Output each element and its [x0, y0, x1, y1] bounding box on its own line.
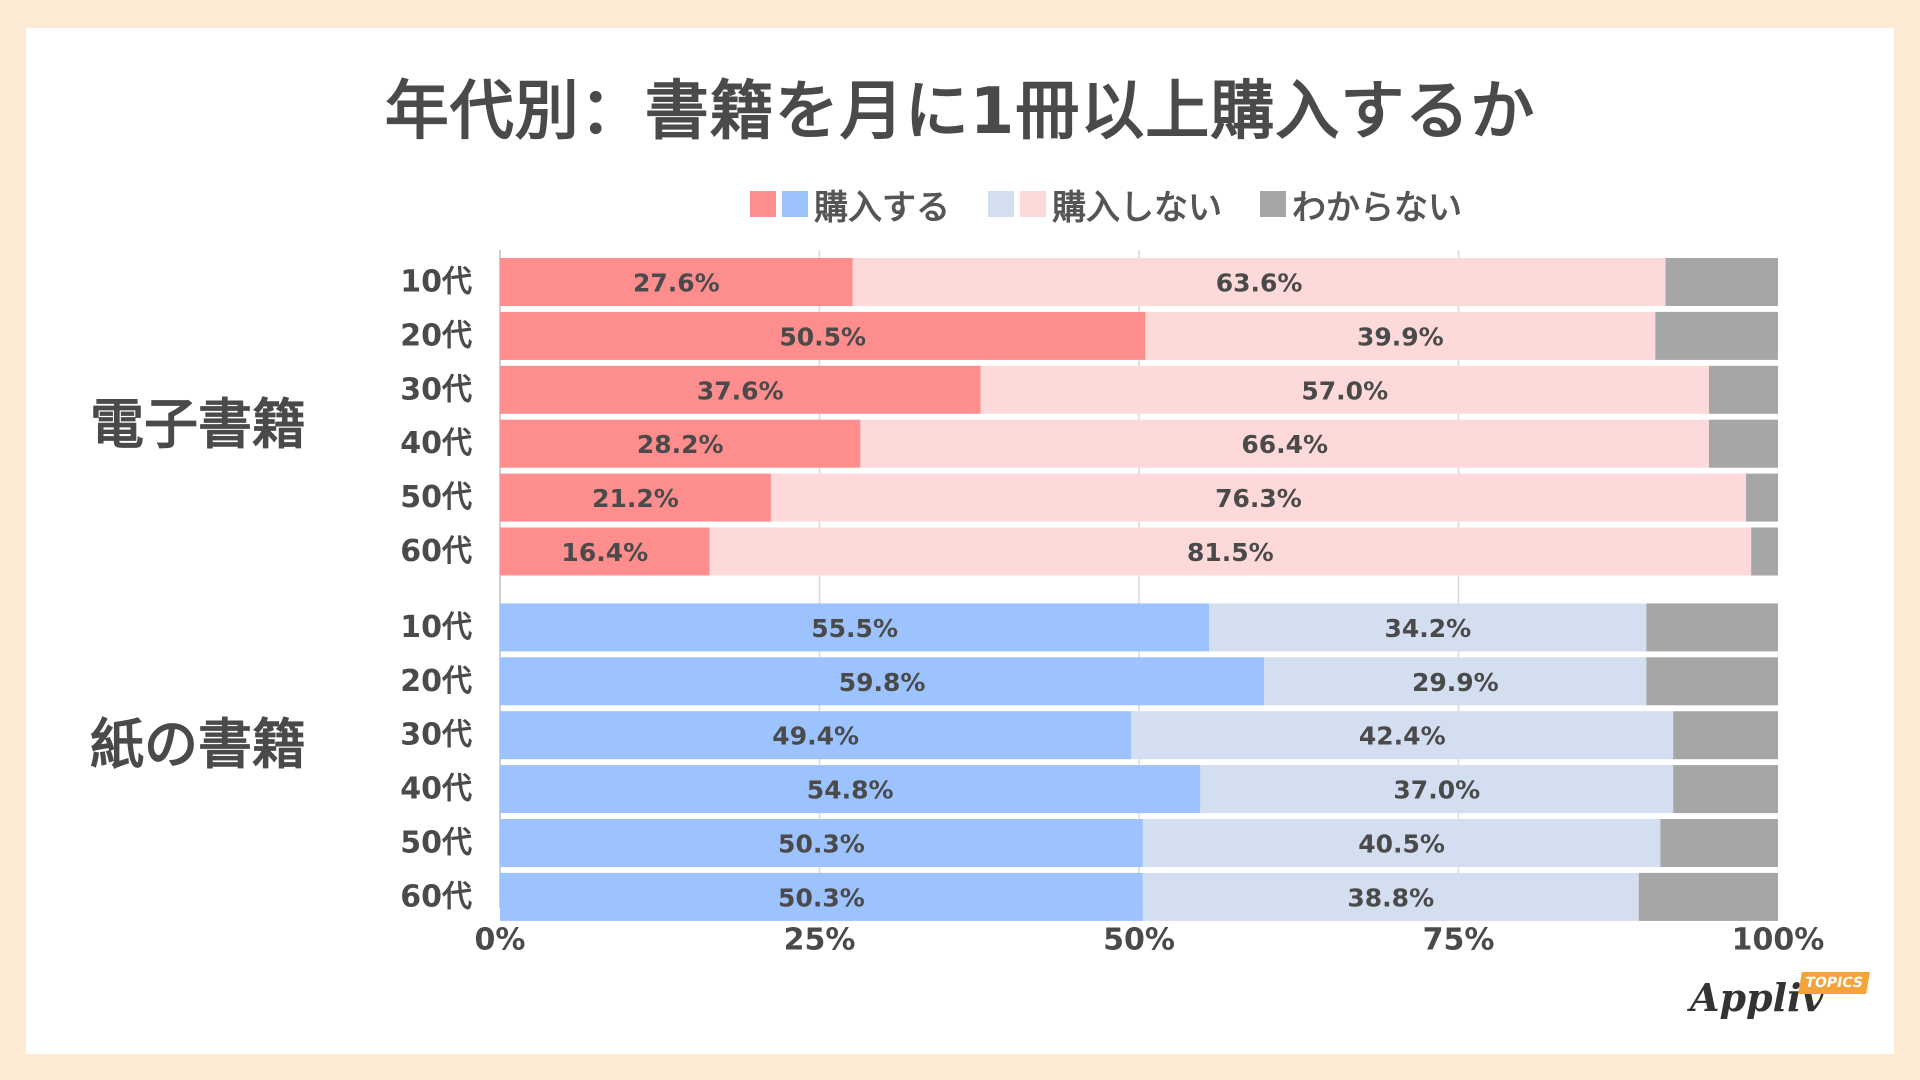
x-tick-label: 25%	[784, 923, 856, 958]
bar-buy	[500, 657, 1265, 706]
data-label-not-buy: 40.5%	[1358, 830, 1445, 859]
data-label-buy: 27.6%	[633, 269, 720, 298]
legend-label-buy: 購入する	[814, 187, 950, 228]
bar-unknown	[1660, 819, 1778, 867]
data-label-buy: 21.2%	[592, 484, 679, 513]
data-label-buy: 16.4%	[561, 538, 648, 567]
y-tick-label: 60代	[400, 534, 472, 569]
data-label-buy: 49.4%	[772, 722, 859, 751]
bar-not-buy	[1209, 603, 1647, 652]
bar-buy	[500, 258, 853, 306]
y-tick-label: 60代	[400, 879, 472, 914]
data-label-buy: 50.5%	[779, 322, 866, 351]
data-label-not-buy: 57.0%	[1301, 376, 1388, 405]
legend-swatch-ebook-buy	[750, 191, 776, 217]
data-label-buy: 55.5%	[811, 614, 898, 643]
bar-buy	[500, 527, 710, 576]
data-label-not-buy: 63.6%	[1216, 269, 1303, 298]
data-label-buy: 54.8%	[807, 776, 894, 805]
legend-label-unknown: わからない	[1292, 187, 1462, 228]
legend-swatch-paper-not	[988, 191, 1014, 217]
legend-item-buy: 購入する	[750, 180, 950, 229]
data-label-not-buy: 39.9%	[1357, 322, 1444, 351]
chart-title: 年代別：書籍を月に1冊以上購入するか	[384, 75, 1536, 149]
legend-label-not-buy: 購入しない	[1052, 187, 1222, 228]
legend-swatch-ebook-not	[1020, 191, 1046, 217]
y-tick-label: 50代	[400, 826, 472, 861]
topics-badge: TOPICS	[1798, 972, 1870, 994]
legend-swatch-unknown	[1260, 191, 1286, 217]
bar-buy	[500, 872, 1143, 921]
bar-not-buy	[709, 527, 1752, 576]
group-label-paper: 紙の書籍	[90, 713, 306, 776]
legend-item-unknown: わからない	[1260, 180, 1462, 229]
bar-buy	[500, 473, 771, 522]
y-tick-label: 30代	[400, 372, 472, 407]
data-label-not-buy: 42.4%	[1359, 722, 1446, 751]
bar-buy	[500, 365, 981, 414]
x-tick-label: 0%	[475, 923, 526, 958]
x-tick-label: 100%	[1732, 923, 1825, 958]
bar-not-buy	[770, 473, 1747, 522]
x-tick-label: 75%	[1423, 923, 1495, 958]
legend: 購入する 購入しない わからない	[750, 180, 1500, 229]
bar-unknown	[1708, 365, 1778, 414]
y-tick-label: 40代	[400, 426, 472, 461]
bar-buy	[500, 311, 1146, 360]
data-label-buy: 59.8%	[839, 668, 926, 697]
bar-unknown	[1646, 603, 1778, 652]
data-label-not-buy: 76.3%	[1215, 484, 1302, 513]
legend-swatch-paper-buy	[782, 191, 808, 217]
bar-not-buy	[1142, 819, 1661, 867]
y-tick-label: 50代	[400, 480, 472, 515]
y-tick-label: 10代	[400, 265, 472, 300]
bar-not-buy	[1145, 311, 1656, 360]
data-label-not-buy: 81.5%	[1187, 538, 1274, 567]
y-tick-label: 20代	[400, 318, 472, 353]
y-tick-label: 30代	[400, 718, 472, 753]
bar-buy	[500, 603, 1210, 652]
x-tick-label: 50%	[1103, 923, 1175, 958]
bar-not-buy	[1131, 711, 1674, 760]
legend-item-not-buy: 購入しない	[988, 180, 1222, 229]
y-tick-label: 40代	[400, 772, 472, 807]
bar-not-buy	[1142, 872, 1639, 921]
bar-buy	[500, 419, 861, 468]
bar-unknown	[1708, 419, 1778, 468]
bar-unknown	[1746, 473, 1778, 522]
bar-unknown	[1673, 711, 1778, 760]
data-label-not-buy: 34.2%	[1384, 614, 1471, 643]
data-label-not-buy: 38.8%	[1347, 883, 1434, 912]
bar-unknown	[1655, 311, 1778, 360]
bar-not-buy	[852, 258, 1666, 306]
bar-buy	[500, 711, 1132, 760]
data-label-not-buy: 37.0%	[1393, 776, 1480, 805]
data-label-not-buy: 66.4%	[1241, 430, 1328, 459]
bar-not-buy	[1264, 657, 1647, 706]
bar-not-buy	[860, 419, 1709, 468]
data-label-buy: 50.3%	[778, 830, 865, 859]
y-tick-label: 10代	[400, 610, 472, 645]
data-label-buy: 28.2%	[637, 430, 724, 459]
bar-unknown	[1673, 765, 1778, 814]
bar-buy	[500, 765, 1201, 814]
data-label-buy: 37.6%	[697, 376, 784, 405]
data-label-not-buy: 29.9%	[1412, 668, 1499, 697]
bar-unknown	[1751, 527, 1778, 576]
bar-not-buy	[1200, 765, 1674, 814]
bar-unknown	[1665, 258, 1778, 306]
data-label-buy: 50.3%	[778, 883, 865, 912]
y-tick-label: 20代	[400, 664, 472, 699]
bar-unknown	[1646, 657, 1778, 706]
bar-unknown	[1638, 872, 1778, 921]
bar-not-buy	[980, 365, 1709, 414]
bar-buy	[500, 819, 1143, 867]
group-label-ebook: 電子書籍	[90, 393, 306, 456]
